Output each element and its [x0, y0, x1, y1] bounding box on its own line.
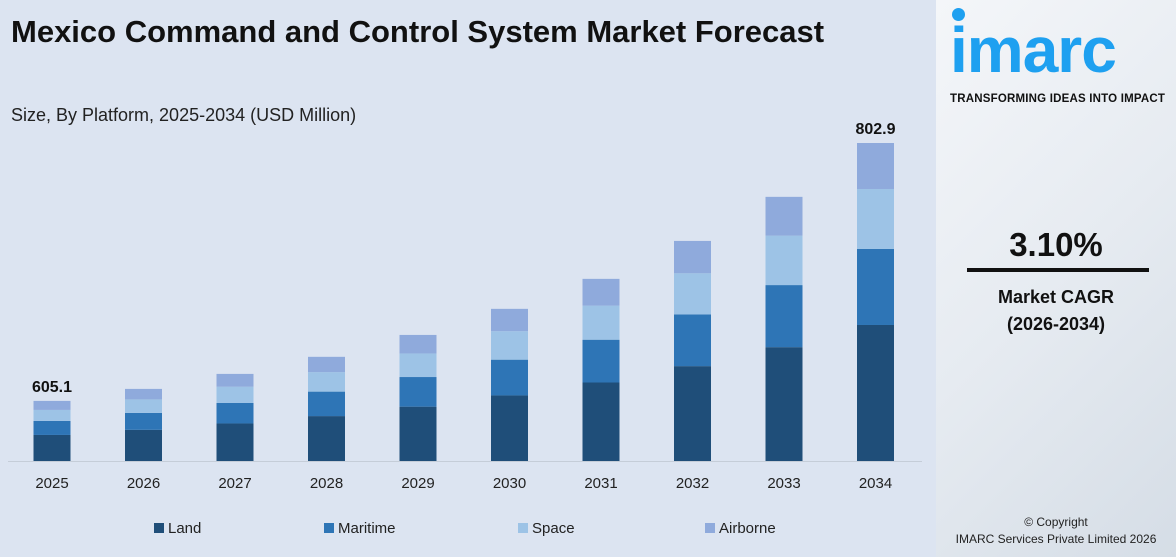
legend-label-airborne: Airborne: [719, 520, 776, 537]
x-tick-label-2028: 2028: [310, 475, 343, 492]
cagr-period: (2026-2034): [1006, 314, 1106, 334]
bar-segment-space-2032: [674, 273, 711, 315]
cagr-label-text: Market CAGR: [997, 287, 1115, 307]
bar-segment-space-2034: [857, 188, 894, 249]
legend-swatch-land: [154, 523, 164, 533]
bar-segment-maritime-2028: [308, 391, 345, 417]
bar-segment-land-2027: [216, 423, 254, 461]
bar-segment-space-2029: [399, 353, 437, 378]
bar-segment-maritime-2031: [582, 339, 620, 383]
bar-segment-airborne-2029: [399, 334, 437, 354]
bar-segment-land-2030: [491, 395, 528, 461]
bar-segment-airborne-2028: [308, 356, 345, 373]
x-tick-label-2034: 2034: [859, 475, 892, 492]
x-tick-label-2025: 2025: [35, 475, 68, 492]
bar-segment-land-2033: [765, 347, 803, 461]
bar-segment-airborne-2031: [582, 278, 620, 306]
bar-segment-land-2026: [125, 429, 162, 461]
legend-swatch-space: [518, 523, 528, 533]
x-tick-label-2030: 2030: [493, 475, 526, 492]
bar-segment-airborne-2030: [491, 308, 528, 332]
x-tick-label-2031: 2031: [584, 475, 617, 492]
cagr-label: Market CAGR (2026-2034): [936, 284, 1176, 338]
bar-segment-land-2029: [399, 406, 437, 461]
chart-panel: Mexico Command and Control System Market…: [8, 14, 922, 537]
legend-label-maritime: Maritime: [338, 520, 396, 537]
bar-segment-airborne-2027: [216, 373, 254, 387]
bar-segment-land-2025: [33, 434, 71, 461]
copyright: © Copyright IMARC Services Private Limit…: [936, 514, 1176, 548]
bar-segment-maritime-2025: [33, 420, 71, 435]
bar-segment-maritime-2033: [765, 285, 803, 348]
chart-title: Mexico Command and Control System Market…: [11, 14, 825, 49]
bar-segment-airborne-2032: [674, 240, 711, 274]
legend-label-land: Land: [168, 520, 201, 537]
x-tick-label-2032: 2032: [676, 475, 709, 492]
bar-segment-land-2028: [308, 416, 345, 461]
bar-segment-space-2027: [216, 386, 254, 403]
bar-segment-space-2031: [582, 305, 620, 340]
copyright-text: © Copyright: [1024, 515, 1088, 529]
cagr-divider: [967, 268, 1149, 272]
bar-segment-space-2028: [308, 372, 345, 392]
legend-swatch-maritime: [324, 523, 334, 533]
bar-segment-maritime-2029: [399, 377, 437, 407]
bar-segment-land-2032: [674, 366, 711, 461]
x-tick-label-2029: 2029: [401, 475, 434, 492]
data-label-2025: 605.1: [32, 379, 72, 396]
data-label-2034: 802.9: [855, 121, 895, 138]
bar-segment-maritime-2027: [216, 402, 254, 424]
bar-segment-airborne-2034: [857, 143, 894, 189]
bar-segment-space-2030: [491, 331, 528, 360]
bar-segment-land-2034: [857, 324, 894, 461]
bar-segment-airborne-2033: [765, 196, 803, 236]
bar-segment-space-2025: [33, 409, 71, 421]
chart-subtitle: Size, By Platform, 2025-2034 (USD Millio…: [11, 105, 357, 125]
legend-swatch-airborne: [705, 523, 715, 533]
stacked-bar-chart: 2025 605.1 2026 2027 2028 2029 2030 2031 2032 203…: [8, 121, 922, 537]
bar-segment-maritime-2030: [491, 359, 528, 396]
bar-segment-maritime-2032: [674, 314, 711, 367]
bar-segment-space-2026: [125, 399, 162, 413]
bar-segment-maritime-2026: [125, 412, 162, 430]
legend-label-space: Space: [532, 520, 575, 537]
cagr-value: 3.10%: [1009, 226, 1103, 263]
brand-panel: imarc TRANSFORMING IDEAS INTO IMPACT 3.1…: [936, 0, 1176, 557]
x-tick-label-2027: 2027: [218, 475, 251, 492]
x-tick-label-2026: 2026: [127, 475, 160, 492]
logo-dot: [952, 8, 965, 21]
bar-segment-airborne-2025: [33, 400, 71, 410]
bar-segment-space-2033: [765, 235, 803, 286]
imarc-logo: imarc: [950, 14, 1117, 86]
x-tick-label-2033: 2033: [767, 475, 800, 492]
company-name: IMARC Services Private Limited 2026: [955, 532, 1157, 546]
bar-segment-land-2031: [582, 382, 620, 461]
tagline: TRANSFORMING IDEAS INTO IMPACT: [950, 93, 1166, 105]
bar-segment-airborne-2026: [125, 388, 162, 400]
bar-segment-maritime-2034: [857, 248, 894, 325]
